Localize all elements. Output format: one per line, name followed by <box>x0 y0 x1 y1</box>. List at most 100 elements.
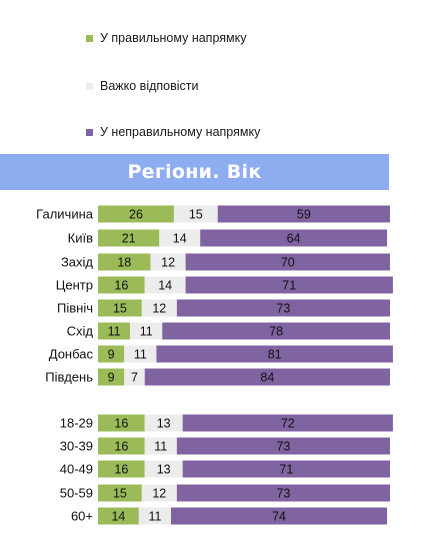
data-label-series-3: 71 <box>279 463 293 477</box>
data-label-series-3: 64 <box>287 232 301 246</box>
bar-segment-series-3 <box>171 507 388 525</box>
bar-segment-series-3 <box>176 484 390 502</box>
category-label: Схід <box>67 324 94 339</box>
bar-segment-series-2 <box>150 253 186 271</box>
bar-segment-series-2 <box>144 414 183 432</box>
chart-title-banner: Регіони. Вік <box>0 154 389 190</box>
chart-title: Регіони. Вік <box>127 161 262 183</box>
data-label-series-2: 11 <box>148 510 161 524</box>
data-label-series-1: 16 <box>114 463 128 477</box>
data-label-series-1: 21 <box>122 232 136 246</box>
bar-segment-series-2 <box>144 437 177 455</box>
bar-segment-series-1 <box>98 437 145 455</box>
data-label-series-1: 16 <box>114 440 128 454</box>
category-label: Північ <box>57 301 93 316</box>
bar-segment-series-2 <box>159 229 201 247</box>
legend-item-hard-to-say: Важко відповісти <box>86 76 199 96</box>
data-label-series-1: 16 <box>114 279 128 293</box>
data-label-series-3: 70 <box>281 256 295 270</box>
legend-label-hard-to-say: Важко відповісти <box>100 79 199 93</box>
bar-segment-series-3 <box>185 253 390 271</box>
category-label: Центр <box>56 278 93 293</box>
bar-segment-series-1 <box>98 276 145 294</box>
data-label-series-2: 11 <box>134 348 147 362</box>
legend-item-wrong-direction: У неправильному напрямку <box>86 122 260 142</box>
bar-segment-series-3 <box>162 322 390 340</box>
bar-segment-series-2 <box>138 507 171 525</box>
category-label: 30-39 <box>60 439 93 454</box>
bar-segment-series-2 <box>124 345 157 363</box>
bar-segment-series-1 <box>98 322 131 340</box>
category-label: 50-59 <box>60 486 93 501</box>
data-label-series-1: 9 <box>108 348 115 362</box>
bar-segment-series-1 <box>98 229 160 247</box>
bar-segment-series-1 <box>98 205 174 223</box>
data-label-series-2: 11 <box>140 325 153 339</box>
legend-swatch-hard-to-say <box>86 82 93 90</box>
bar-segment-series-3 <box>217 205 390 223</box>
bar-segment-series-1 <box>98 507 139 525</box>
data-label-series-3: 78 <box>269 325 283 339</box>
data-label-series-2: 12 <box>161 256 175 270</box>
bar-segment-series-1 <box>98 460 145 478</box>
bar-segment-series-2 <box>141 299 177 317</box>
data-label-series-2: 11 <box>154 440 167 454</box>
bar-segment-series-1 <box>98 484 142 502</box>
bar-segment-series-3 <box>185 276 393 294</box>
data-label-series-1: 15 <box>113 302 127 316</box>
data-label-series-3: 74 <box>272 510 286 524</box>
bar-segment-series-1 <box>98 414 145 432</box>
category-label: 40-49 <box>60 462 93 477</box>
data-label-series-2: 12 <box>152 302 166 316</box>
legend-label-correct-direction: У правильному напрямку <box>100 31 247 45</box>
bar-segment-series-3 <box>182 460 390 478</box>
bar-segment-series-3 <box>200 229 388 247</box>
data-label-series-2: 14 <box>173 232 187 246</box>
data-label-series-2: 7 <box>131 371 138 385</box>
data-label-series-3: 72 <box>281 417 295 431</box>
data-label-series-2: 14 <box>158 279 172 293</box>
data-label-series-2: 13 <box>157 463 171 477</box>
bar-segment-series-3 <box>182 414 393 432</box>
bar-segment-series-2 <box>144 276 186 294</box>
bar-segment-series-1 <box>98 345 125 363</box>
data-label-series-3: 81 <box>268 348 282 362</box>
category-label: Південь <box>45 370 93 385</box>
category-label: Київ <box>68 231 93 246</box>
bar-segment-series-1 <box>98 253 151 271</box>
bar-segment-series-3 <box>156 345 393 363</box>
category-label: Захід <box>61 255 93 270</box>
category-label: Донбас <box>49 347 94 362</box>
data-label-series-1: 15 <box>113 487 127 501</box>
legend-item-correct-direction: У правильному напрямку <box>86 28 246 48</box>
bar-segment-series-3 <box>176 437 390 455</box>
bar-segment-series-2 <box>130 322 163 340</box>
data-label-series-1: 16 <box>114 417 128 431</box>
legend-label-wrong-direction: У неправильному напрямку <box>100 125 261 139</box>
data-label-series-1: 26 <box>129 208 143 222</box>
bar-segment-series-3 <box>176 299 390 317</box>
bar-segment-series-3 <box>144 368 390 386</box>
data-label-series-1: 14 <box>111 510 125 524</box>
data-label-series-2: 15 <box>189 208 203 222</box>
bar-segment-series-2 <box>173 205 218 223</box>
bar-segment-series-2 <box>144 460 183 478</box>
data-label-series-3: 73 <box>276 487 290 501</box>
data-label-series-1: 11 <box>108 325 121 339</box>
data-label-series-1: 9 <box>108 371 115 385</box>
data-label-series-3: 73 <box>276 440 290 454</box>
bar-segment-series-2 <box>124 368 145 386</box>
data-label-series-1: 18 <box>117 256 131 270</box>
legend-swatch-wrong-direction <box>86 128 93 136</box>
data-label-series-3: 71 <box>282 279 296 293</box>
bar-segment-series-2 <box>141 484 177 502</box>
category-label: 18-29 <box>60 416 93 431</box>
data-label-series-2: 12 <box>152 487 166 501</box>
data-label-series-3: 84 <box>260 371 274 385</box>
bar-segment-series-1 <box>98 368 125 386</box>
data-label-series-3: 59 <box>297 208 311 222</box>
category-label: Галичина <box>36 207 94 222</box>
data-label-series-3: 73 <box>276 302 290 316</box>
bar-segment-series-1 <box>98 299 142 317</box>
